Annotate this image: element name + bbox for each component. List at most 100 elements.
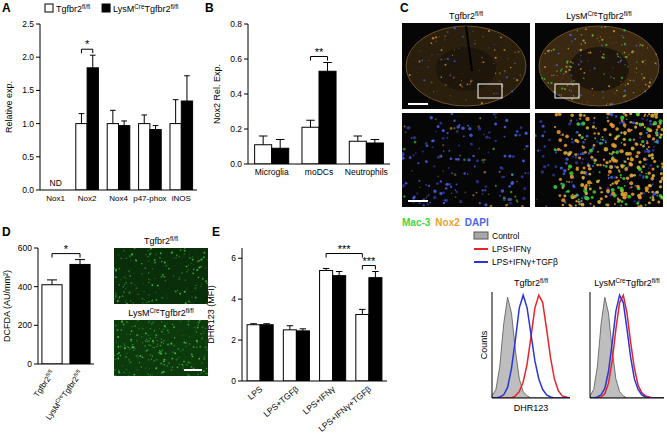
cell	[633, 174, 636, 177]
cell	[537, 150, 539, 152]
cell	[441, 49, 443, 51]
cell	[150, 354, 152, 356]
cell	[485, 185, 488, 188]
cell	[114, 375, 115, 376]
cell	[552, 173, 555, 176]
cell	[580, 153, 582, 155]
cell	[155, 253, 157, 255]
y-tick	[34, 364, 38, 365]
cell	[488, 151, 490, 153]
cell	[454, 49, 456, 51]
cell	[197, 322, 198, 323]
cell	[463, 82, 465, 84]
cell	[648, 146, 650, 148]
cell	[619, 171, 621, 173]
cell	[510, 67, 512, 69]
cell	[157, 285, 158, 286]
cell	[142, 302, 144, 304]
cell	[207, 373, 208, 374]
cell	[585, 28, 587, 30]
cell	[594, 159, 597, 162]
cell	[511, 174, 513, 176]
cell	[608, 177, 610, 179]
cell	[602, 91, 604, 93]
cell	[431, 82, 433, 84]
cell	[650, 114, 654, 118]
cell	[171, 252, 173, 254]
cell	[469, 134, 472, 137]
cell	[121, 345, 123, 347]
cell	[564, 144, 567, 147]
cell	[653, 121, 657, 125]
cell	[609, 133, 612, 136]
cell	[601, 27, 602, 28]
cell	[644, 150, 647, 153]
cell	[432, 140, 435, 143]
cell	[165, 327, 166, 328]
cell	[411, 137, 413, 139]
cell	[570, 113, 574, 117]
cell	[123, 250, 125, 252]
cell	[449, 75, 450, 76]
cell	[568, 44, 570, 46]
cell	[148, 282, 149, 283]
cell	[206, 282, 208, 284]
cell	[592, 125, 595, 128]
cell	[419, 61, 421, 63]
cell	[127, 346, 128, 347]
cell	[620, 132, 622, 134]
cell	[616, 176, 618, 178]
cell	[148, 359, 150, 361]
cell	[524, 172, 526, 174]
cell	[496, 113, 498, 114]
cell	[419, 51, 420, 52]
cell	[545, 206, 547, 207]
cell	[589, 52, 591, 54]
cell	[585, 187, 587, 189]
cell	[521, 175, 524, 178]
cell	[567, 85, 568, 86]
cell	[587, 101, 588, 102]
cell	[589, 188, 592, 191]
cell	[597, 151, 599, 153]
legend-swatch	[474, 261, 488, 263]
cell	[547, 164, 549, 166]
cell	[563, 169, 567, 173]
cell	[188, 301, 190, 303]
cell	[621, 35, 623, 37]
cell	[555, 151, 557, 153]
significance-label: ***	[338, 243, 352, 255]
cell	[197, 260, 199, 262]
cell	[554, 64, 556, 66]
cell	[619, 61, 621, 63]
cell	[507, 58, 508, 59]
cell	[472, 155, 474, 157]
cell	[435, 131, 437, 133]
cell	[464, 192, 466, 194]
cell	[580, 94, 582, 96]
cell	[600, 191, 602, 193]
cell	[527, 172, 529, 174]
cell	[563, 195, 566, 198]
cell	[495, 185, 497, 187]
cell	[548, 138, 551, 141]
cell	[503, 49, 505, 51]
cell	[605, 195, 608, 198]
image-label: Tgfbr2fl/fl	[449, 10, 483, 21]
cell	[133, 346, 135, 348]
cell	[494, 140, 496, 142]
cell	[440, 180, 442, 182]
cell	[163, 364, 165, 366]
cell	[620, 205, 622, 207]
cell	[629, 139, 631, 141]
cell	[407, 126, 410, 129]
category-label: p47-phox	[133, 194, 166, 203]
cell	[623, 123, 627, 127]
cell	[195, 285, 196, 286]
cell	[578, 198, 580, 200]
cell	[644, 143, 646, 145]
cell	[125, 282, 127, 284]
cell	[511, 173, 514, 176]
y-axis-label: DCFDA (AU/mm²)	[2, 270, 12, 342]
cell	[164, 325, 166, 327]
